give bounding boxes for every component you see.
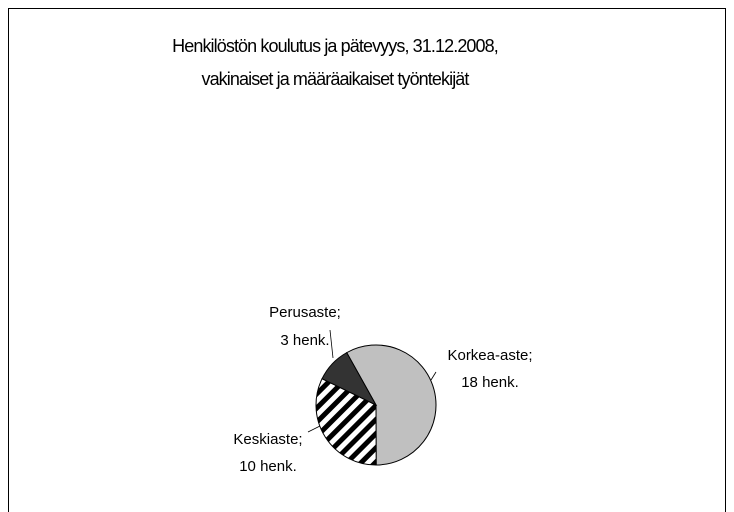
pie-slice bbox=[321, 351, 378, 407]
slice-label: Korkea-aste; bbox=[447, 347, 532, 364]
pie-slice bbox=[315, 378, 377, 466]
value-label: 10 henk. bbox=[239, 458, 297, 475]
chart-title: Henkilöstön koulutus ja pätevyys, 31.12.… bbox=[172, 36, 498, 56]
chart-title: vakinaiset ja määräaikaiset työntekijät bbox=[201, 69, 469, 89]
value-label: 3 henk. bbox=[280, 332, 329, 349]
leader-line bbox=[430, 371, 437, 381]
slice-label: Perusaste; bbox=[269, 304, 341, 321]
pie-slice bbox=[346, 344, 437, 466]
value-label: 18 henk. bbox=[461, 374, 519, 391]
leader-line bbox=[307, 425, 321, 433]
slice-label: Keskiaste; bbox=[233, 431, 302, 448]
leader-line bbox=[329, 329, 334, 359]
